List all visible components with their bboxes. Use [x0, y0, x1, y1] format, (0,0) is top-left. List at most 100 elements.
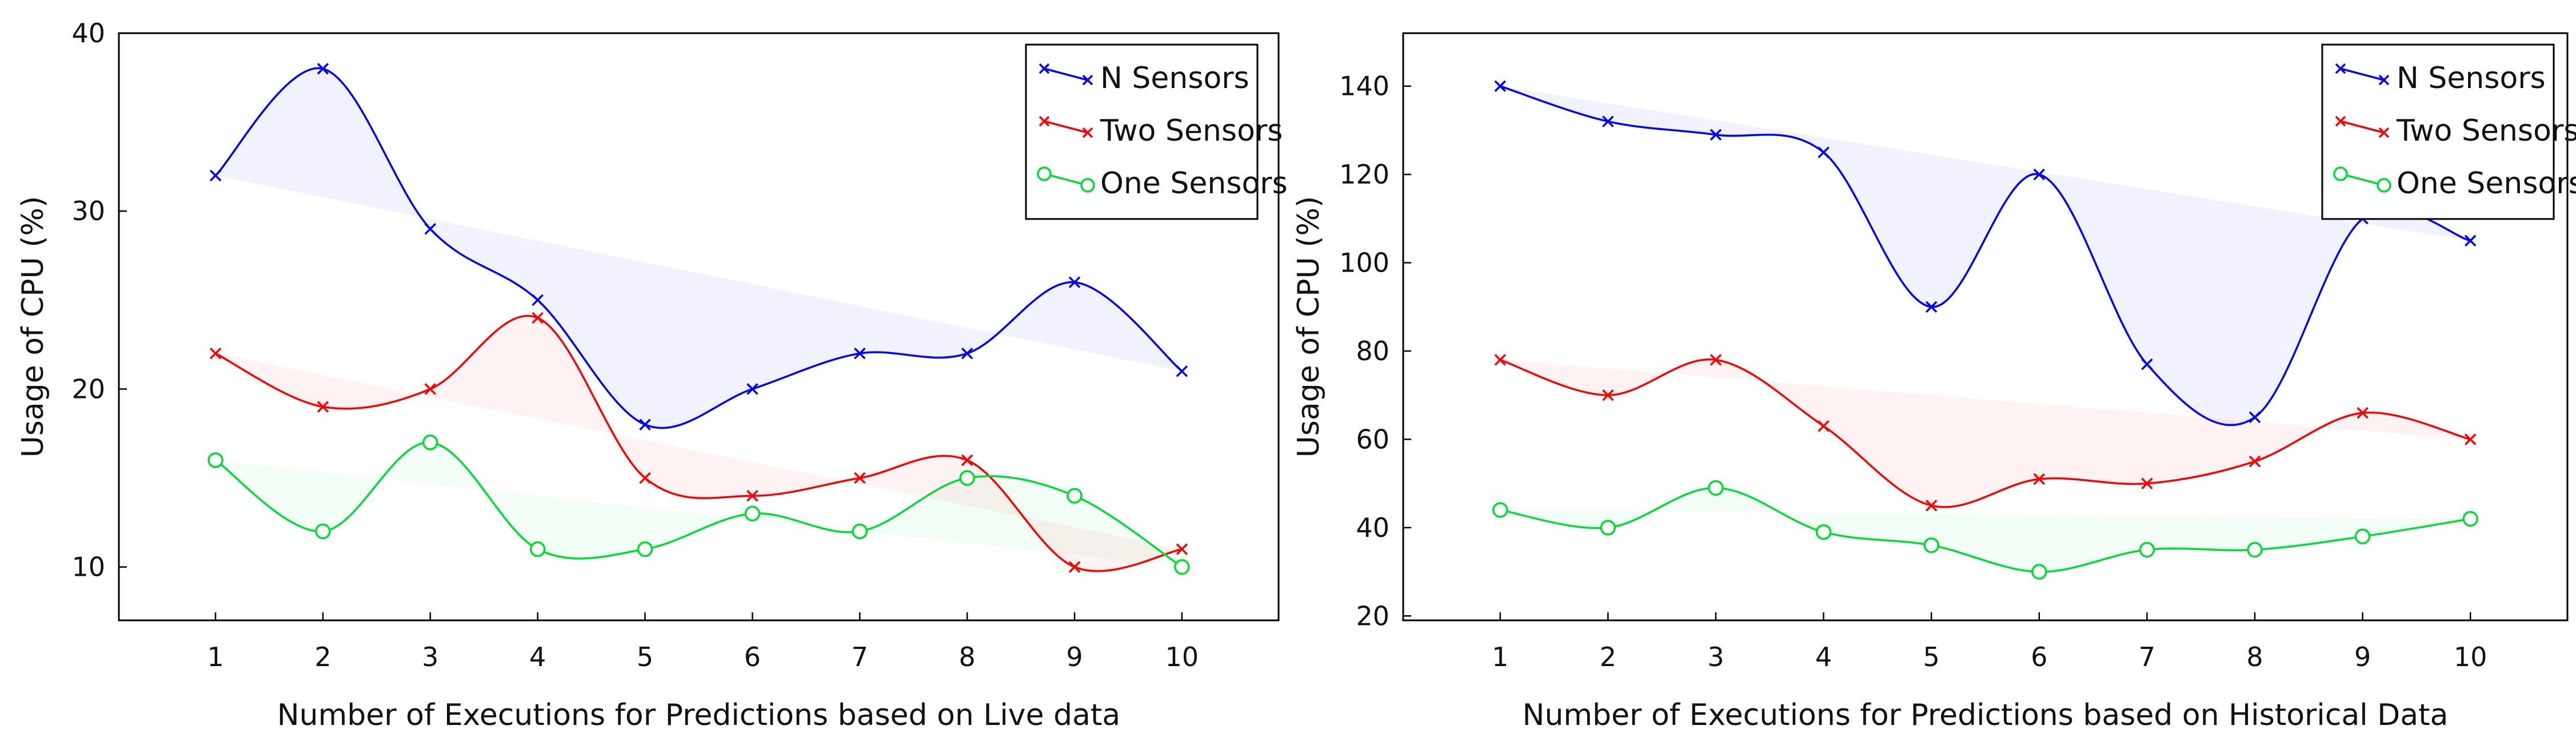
n-sensors-marker: [1068, 276, 1081, 288]
one-sensors-marker: [1815, 524, 1832, 540]
n-sensors-marker: [1602, 115, 1614, 128]
one-sensors-marker: [315, 523, 331, 540]
x-tick-label: 6: [2031, 642, 2047, 672]
one-sensors-marker: [637, 541, 653, 557]
y-tick-label: 40: [71, 18, 105, 49]
n-sensors-marker: [639, 419, 651, 431]
x-tick-label: 6: [744, 642, 761, 672]
two-sensors-marker: [639, 472, 651, 484]
legend-swatch-n-sensors: [2340, 67, 2385, 81]
x-tick-label: 3: [422, 642, 438, 672]
y-tick-label: 30: [71, 196, 105, 226]
two-sensors-marker: [1176, 543, 1188, 555]
one-sensors-marker: [2139, 541, 2155, 558]
one-sensors-marker: [2031, 564, 2047, 580]
x-tick-label: 9: [2354, 642, 2371, 672]
legend-swatch-two-sensors: [2340, 120, 2385, 134]
n-sensors-marker: [1818, 146, 1830, 158]
one-sensors-shading: [1500, 488, 2471, 572]
two-sensors-marker: [961, 454, 973, 467]
y-tick-label: 20: [71, 373, 105, 404]
legend-swatch-two-sensors: [1044, 120, 1088, 134]
two-sensors-marker: [2357, 407, 2369, 419]
x-tick-label: 9: [1066, 642, 1083, 672]
y-axis-label: Usage of CPU (%): [16, 196, 50, 457]
y-tick-label: 40: [1356, 512, 1389, 543]
x-tick-label: 2: [314, 642, 331, 672]
two-sensors-shading: [215, 316, 1182, 571]
x-axis-label: Number of Executions for Predictions bas…: [277, 698, 1120, 732]
legend-marker-two-sensors: [2378, 127, 2390, 138]
one-sensors-marker: [744, 505, 761, 522]
two-sensors-line: [215, 314, 1183, 572]
two-sensors-marker: [1068, 561, 1081, 573]
y-tick-label: 20: [1356, 600, 1389, 631]
axes-frame: [118, 32, 1280, 621]
legend-label-one-sensors: One Sensors: [2397, 166, 2576, 201]
two-sensors-marker: [1710, 354, 1722, 366]
legend-marker-n-sensors: [2335, 63, 2346, 74]
n-sensors-shading: [215, 68, 1182, 428]
axes-frame: [1402, 32, 2569, 621]
one-sensors-marker: [2354, 528, 2371, 545]
one-sensors-line: [1500, 487, 2471, 573]
legend-label-n-sensors: N Sensors: [1100, 61, 1249, 95]
n-sensors-marker: [1176, 365, 1188, 377]
x-tick-label: 8: [2246, 642, 2263, 672]
one-sensors-marker: [1067, 488, 1083, 504]
n-sensors-shading: [1500, 86, 2471, 425]
x-axis-label: Number of Executions for Predictions bas…: [1523, 698, 2449, 732]
legend-label-two-sensors: Two Sensors: [1100, 114, 1283, 148]
n-sensors-marker: [532, 294, 544, 306]
y-tick-label: 10: [71, 552, 105, 583]
legend-marker-one-sensors: [2333, 166, 2348, 181]
legend-marker-one-sensors: [1037, 166, 1052, 181]
x-tick-label: 1: [207, 642, 223, 672]
legend-marker-one-sensors: [2377, 178, 2391, 193]
n-sensors-marker: [317, 63, 329, 75]
x-tick-label: 1: [1492, 642, 1508, 672]
one-sensors-marker: [1923, 537, 1939, 553]
x-tick-label: 7: [2139, 642, 2155, 672]
one-sensors-marker: [422, 435, 438, 451]
two-sensors-marker: [1925, 499, 1938, 512]
n-sensors-marker: [961, 347, 973, 360]
y-axis-label: Usage of CPU (%): [1292, 196, 1326, 457]
x-tick-label: 5: [1923, 642, 1940, 672]
n-sensors-line: [214, 67, 1183, 429]
n-sensors-marker: [2141, 358, 2153, 370]
one-sensors-marker: [1600, 520, 1616, 536]
n-sensors-marker: [2465, 234, 2477, 247]
one-sensors-marker: [959, 470, 975, 486]
y-tick-label: 80: [1356, 336, 1389, 366]
one-sensors-marker: [1174, 559, 1190, 575]
x-tick-label: 10: [1165, 642, 1199, 672]
n-sensors-line: [1500, 85, 2471, 427]
n-sensors-marker: [854, 347, 866, 360]
y-tick-label: 140: [1339, 71, 1389, 102]
one-sensors-marker: [207, 452, 223, 468]
x-tick-label: 3: [1707, 642, 1724, 672]
legend-swatch-n-sensors: [1044, 67, 1088, 81]
one-sensors-marker: [529, 541, 546, 557]
two-sensors-marker: [209, 347, 222, 360]
two-sensors-marker: [854, 472, 866, 484]
one-sensors-line: [215, 441, 1183, 568]
legend-marker-two-sensors: [1082, 127, 1093, 138]
n-sensors-marker: [1925, 301, 1938, 313]
x-tick-label: 8: [959, 642, 976, 672]
y-tick-label: 60: [1356, 424, 1389, 455]
two-sensors-shading: [1500, 359, 2471, 507]
legend-marker-n-sensors: [2378, 74, 2390, 86]
one-sensors-shading: [215, 442, 1182, 567]
two-sensors-marker: [2141, 477, 2153, 489]
x-tick-label: 4: [529, 642, 546, 672]
n-sensors-marker: [1494, 80, 1506, 92]
x-tick-label: 2: [1600, 642, 1616, 672]
chart-historical-data: 1 2 3 4 5 6 7 8 9 10 20 40 60 80 100 120 140 Number of Ex…: [1292, 32, 2576, 732]
n-sensors-marker: [209, 169, 222, 182]
two-sensors-marker: [1818, 420, 1830, 432]
x-tick-label: 5: [637, 642, 653, 672]
n-sensors-marker: [2248, 411, 2261, 424]
